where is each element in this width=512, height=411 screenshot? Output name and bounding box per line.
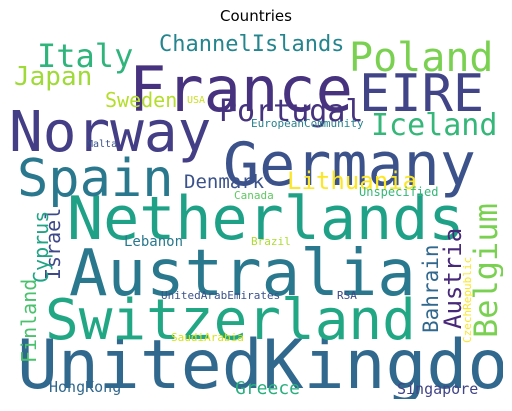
word-portugal: Portugal [219, 94, 364, 129]
wordcloud-canvas: UnitedKingdom NetherlandsAustraliaSwitzer… [9, 33, 503, 399]
word-rsa: RSA [337, 289, 357, 302]
word-hongkong: HongKong [49, 378, 121, 396]
word-unitedkingdom: UnitedKingdom [17, 326, 503, 399]
word-italy: Italy [37, 37, 133, 75]
word-netherlands: Netherlands [67, 184, 464, 254]
word-france: France [129, 53, 353, 126]
word-denmark: Denmark [184, 171, 265, 193]
word-canada: Canada [234, 189, 274, 202]
word-greece: Greece [235, 378, 300, 399]
word-poland: Poland [349, 35, 494, 81]
word-channelislands: ChannelIslands [159, 33, 344, 57]
word-singapore: Singapore [397, 380, 478, 398]
word-brazil: Brazil [251, 235, 291, 248]
word-bahrain: Bahrain [419, 244, 443, 333]
word-lebanon: Lebanon [124, 234, 183, 250]
word-belgium: Belgium [467, 203, 503, 338]
word-norway: Norway [9, 100, 211, 165]
word-lithuania: Lithuania [287, 167, 417, 195]
word-finland: Finland [17, 279, 41, 363]
word-unspecified: Unspecified [359, 185, 438, 199]
word-eire: EIRE [359, 64, 484, 124]
word-malta: Malta [87, 139, 117, 150]
word-australia: Australia [69, 237, 416, 311]
word-austria: Austria [439, 228, 467, 329]
word-saudiarabia: SaudiArabia [171, 331, 244, 344]
word-iceland: Iceland [371, 108, 497, 143]
word-switzerland: Switzerland [45, 288, 416, 353]
word-israel: Israel [41, 208, 65, 280]
word-spain: Spain [17, 149, 174, 209]
word-usa: USA [187, 95, 205, 106]
chart-title: Countries [220, 7, 292, 25]
word-unitedarabemirates: UnitedArabEmirates [161, 289, 280, 302]
word-cyprus: Cyprus [29, 211, 53, 283]
word-europeancommunity: EuropeanCommunity [251, 117, 364, 130]
word-japan: Japan [14, 62, 92, 92]
word-sweden: Sweden [105, 88, 177, 112]
word-germany: Germany [223, 130, 476, 200]
word-czechrepublic: CzechRepublic [461, 257, 474, 343]
